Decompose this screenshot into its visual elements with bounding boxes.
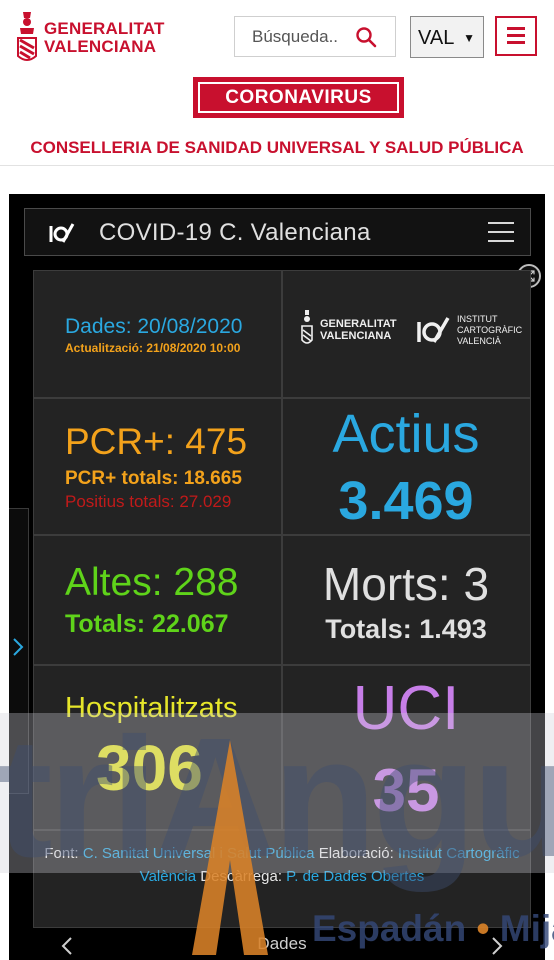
watermark-sub-sep: • xyxy=(476,908,490,949)
side-panel-toggle[interactable] xyxy=(9,508,29,794)
chevron-left-icon[interactable] xyxy=(61,936,73,956)
actius-label: Actius xyxy=(332,404,480,464)
watermark-sub-left: Espadán xyxy=(312,908,467,949)
dashboard-title-bar: COVID-19 C. Valenciana xyxy=(24,208,531,256)
watermark-a-mark xyxy=(192,740,268,955)
icv-logo-icon xyxy=(417,317,450,343)
cell-orgs xyxy=(282,270,531,398)
search-input[interactable] xyxy=(236,18,354,55)
search-box xyxy=(234,16,396,57)
logo-line-1: GENERALITAT xyxy=(44,19,165,38)
generalitat-logo[interactable]: GENERALITAT VALENCIANA xyxy=(14,10,174,68)
org-icv-line-3: VALENCIÀ xyxy=(457,336,501,346)
org-icv-line-2: CARTOGRÀFIC xyxy=(457,325,523,335)
language-value: VAL xyxy=(418,27,455,49)
hospitalitzats-value: 306 xyxy=(96,732,203,804)
chevron-down-icon: ▼ xyxy=(463,31,475,45)
hamburger-icon xyxy=(507,27,525,30)
tab-dades[interactable]: Dades xyxy=(257,934,307,953)
pcr-totals: PCR+ totals: 18.665 xyxy=(65,468,242,489)
watermark-sub-right: Mija xyxy=(499,908,554,949)
altes-totals: Totals: 22.067 xyxy=(65,610,229,638)
org-gv-line-1: GENERALITAT xyxy=(320,318,397,330)
watermark-subtitle: Espadán • Mija xyxy=(312,908,554,950)
logo-line-2: VALENCIANA xyxy=(44,37,157,56)
hospitalitzats-label: Hospitalitzats xyxy=(65,692,238,724)
watermark-band xyxy=(0,713,554,873)
cell-date xyxy=(33,270,282,398)
data-date: Dades: 20/08/2020 xyxy=(65,315,243,338)
watermark-text: triAngu xyxy=(0,703,554,893)
gv-crest-icon xyxy=(17,12,37,61)
elaboracio-link[interactable]: Institut Cartogràfic València xyxy=(139,845,520,885)
dashboard-bottom-bar: Dades xyxy=(33,930,531,960)
conselleria-title: CONSELLERIA DE SANIDAD UNIVERSAL Y SALUD… xyxy=(30,138,524,157)
cell-actius xyxy=(282,398,531,535)
cell-source xyxy=(33,830,531,928)
font-link[interactable]: C. Sanitat Universal i Salut Pública xyxy=(82,845,315,862)
cell-altes xyxy=(33,535,282,665)
morts-daily: Morts: 3 xyxy=(322,558,490,610)
cell-pcr xyxy=(33,398,282,535)
coronavirus-label: CORONAVIRUS xyxy=(198,82,399,113)
org-gv-line-2: VALENCIANA xyxy=(320,330,392,342)
update-date: Actualització: 21/08/2020 10:00 xyxy=(65,341,241,355)
chevron-right-icon[interactable] xyxy=(491,936,503,956)
morts-totals: Totals: 1.493 xyxy=(325,614,487,644)
hamburger-icon xyxy=(488,222,514,224)
cell-morts xyxy=(282,535,531,665)
pcr-daily: PCR+: 475 xyxy=(65,421,248,462)
source-credits: Font: C. Sanitat Universal i Salut Públi… xyxy=(40,842,524,888)
coronavirus-button[interactable]: CORONAVIRUS xyxy=(193,77,404,118)
uci-label: UCI xyxy=(352,674,460,743)
dashboard-title: COVID-19 C. Valenciana xyxy=(99,219,371,246)
chevron-right-icon xyxy=(13,638,24,656)
main-menu-button[interactable] xyxy=(495,16,537,56)
dashboard-menu-button[interactable] xyxy=(488,221,514,243)
font-label: Font: xyxy=(44,845,79,862)
cell-uci xyxy=(282,665,531,830)
search-icon[interactable] xyxy=(355,26,377,48)
header-divider xyxy=(0,165,554,166)
altes-daily: Altes: 288 xyxy=(65,561,239,604)
org-icv-line-1: INSTITUT xyxy=(457,314,498,324)
positius-totals: Positius totals: 27.029 xyxy=(65,492,232,511)
actius-value: 3.469 xyxy=(338,471,474,531)
language-select[interactable]: VAL ▼ xyxy=(410,16,484,58)
uci-value: 35 xyxy=(372,757,440,824)
gv-crest-icon xyxy=(301,310,313,344)
elaboracio-label: Elaboració: xyxy=(318,845,394,862)
descarrega-link[interactable]: P. de Dades Obertes xyxy=(286,868,425,885)
icv-logo-icon xyxy=(49,223,75,243)
